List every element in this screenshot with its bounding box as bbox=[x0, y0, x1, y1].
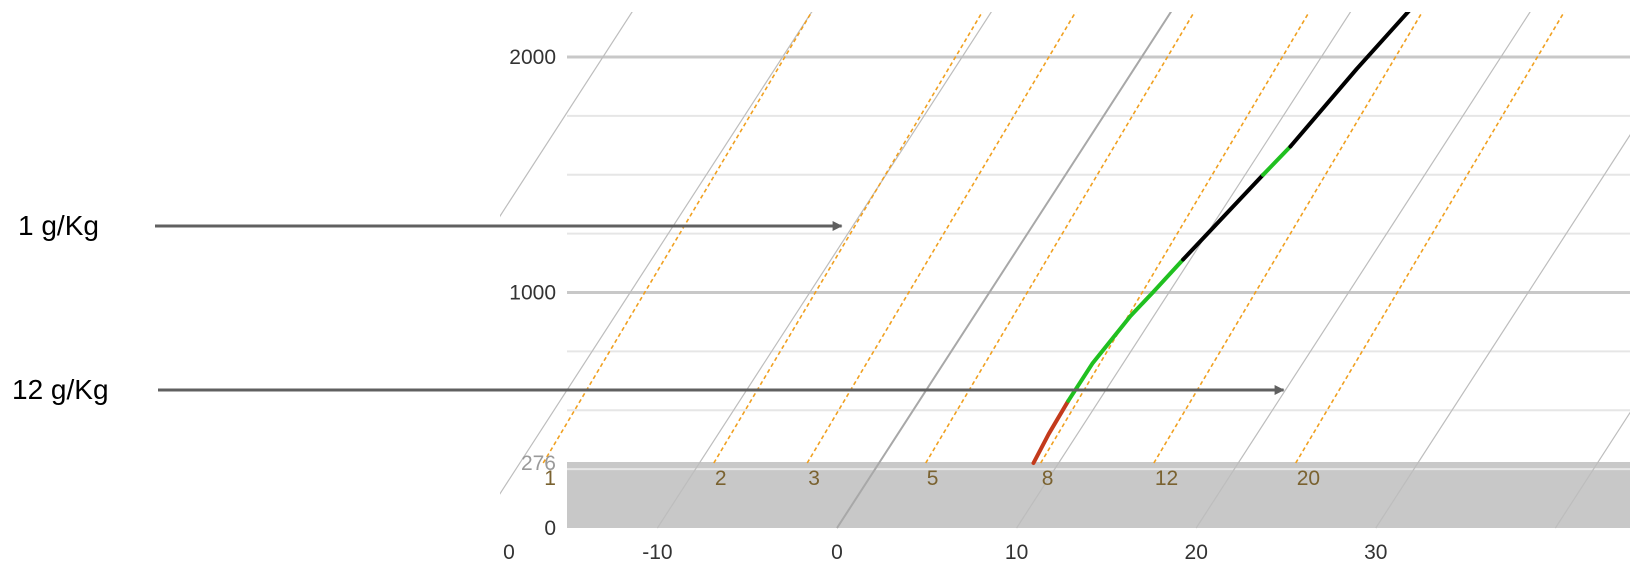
mixing-ratio-line bbox=[1153, 12, 1424, 464]
isotherm-line bbox=[836, 12, 1172, 529]
isotherm-line bbox=[1554, 411, 1630, 529]
x-tick-label: 10 bbox=[1005, 541, 1028, 564]
y-tick-label: 2000 bbox=[509, 46, 556, 69]
annotation-label: 12 g/Kg bbox=[12, 374, 109, 405]
mixing-ratio-label: 1 bbox=[544, 467, 556, 490]
annotation-label: 1 g/Kg bbox=[18, 210, 99, 241]
isotherm-line bbox=[500, 12, 813, 495]
freezing-isotherm-line bbox=[836, 12, 1173, 529]
x-tick-label: 30 bbox=[1364, 541, 1387, 564]
x-origin-label: 0 bbox=[503, 541, 515, 564]
mixing-ratio-label: 2 bbox=[715, 467, 727, 490]
mixing-ratio-line bbox=[806, 12, 1077, 464]
y-tick-label: 276 bbox=[521, 452, 556, 475]
y-tick-label: 1000 bbox=[509, 282, 556, 305]
isotherm-line bbox=[1016, 12, 1352, 529]
x-tick-label: 0 bbox=[831, 541, 843, 564]
isotherm-line bbox=[1195, 12, 1531, 529]
y-tick-label: 0 bbox=[544, 517, 556, 540]
profile-segment bbox=[1288, 12, 1411, 149]
ground-band bbox=[567, 462, 1630, 528]
isotherm-line bbox=[0, 0, 289, 528]
isotherm-line bbox=[656, 12, 992, 529]
isotherm-line bbox=[119, 0, 469, 528]
mixing-ratio-line bbox=[542, 12, 813, 464]
mixing-ratio-line bbox=[1295, 12, 1566, 464]
isotherm-line bbox=[500, 12, 633, 218]
mixing-ratio-line bbox=[925, 12, 1196, 464]
profile-segment bbox=[1261, 144, 1293, 177]
isotherm-line bbox=[1375, 134, 1630, 529]
profile-segment bbox=[1031, 398, 1071, 465]
profile-segment bbox=[1066, 257, 1186, 403]
mixing-ratio-label: 5 bbox=[927, 467, 939, 490]
mixing-ratio-label: 3 bbox=[808, 467, 820, 490]
mixing-ratio-label: 20 bbox=[1297, 467, 1320, 490]
profile-segment bbox=[1181, 172, 1266, 262]
mixing-ratio-label: 12 bbox=[1155, 467, 1178, 490]
mixing-ratio-line bbox=[1040, 12, 1311, 464]
mixing-ratio-line bbox=[713, 12, 984, 464]
x-tick-label: 20 bbox=[1185, 541, 1208, 564]
x-tick-label: -10 bbox=[642, 541, 672, 564]
mixing-ratio-label: 8 bbox=[1042, 467, 1054, 490]
